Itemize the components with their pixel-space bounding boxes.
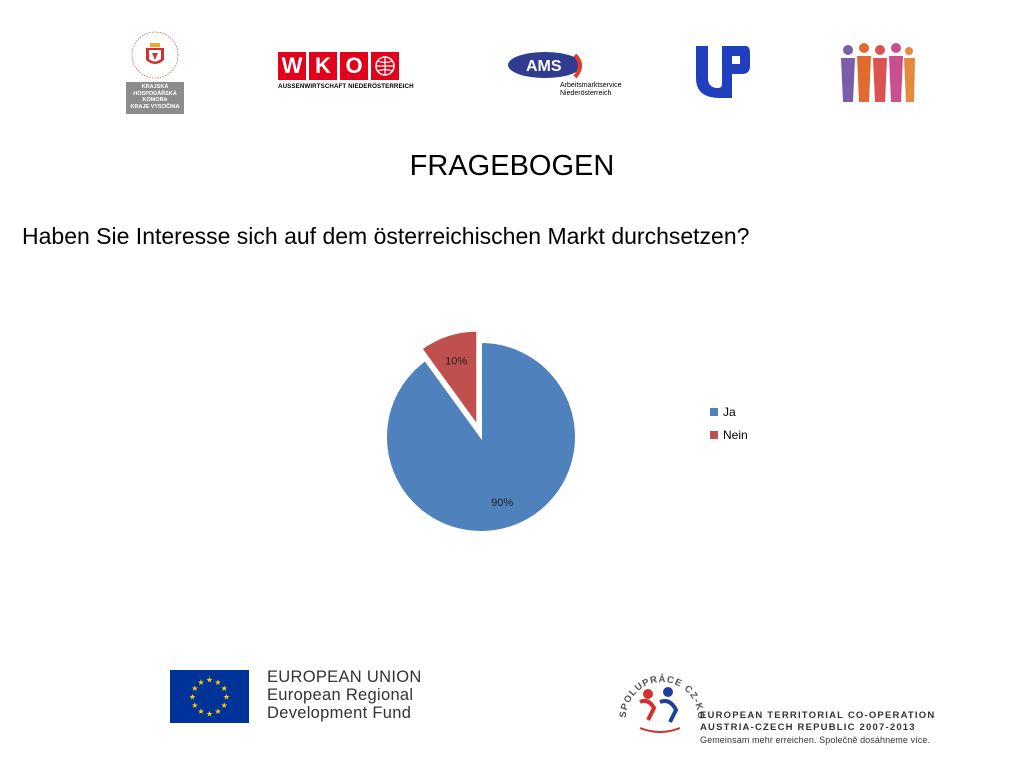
eu-star: ★ (197, 678, 204, 687)
ams-subtitle-line-2: Niederösterreich (560, 90, 612, 97)
eu-line-3: Development Fund (267, 704, 412, 722)
etc-line-2: AUSTRIA-CZECH REPUBLIC 2007-2013 (700, 722, 916, 733)
legend-swatch-nein (710, 430, 718, 439)
etc-programme-text: EUROPEAN TERRITORIAL CO-OPERATION AUSTRI… (700, 710, 935, 746)
page-title: FRAGEBOGEN (409, 150, 615, 182)
etc-line-1: EUROPEAN TERRITORIAL CO-OPERATION (700, 710, 936, 721)
chamber-seal-icon (131, 31, 179, 79)
eu-star: ★ (214, 707, 221, 716)
eu-star: ★ (191, 701, 198, 710)
wko-letter-o: O (340, 52, 368, 80)
chart-legend: Ja Nein (710, 400, 748, 446)
ams-swoosh-icon: AMS (508, 52, 582, 79)
eu-star: ★ (191, 684, 198, 693)
legend-item-nein: Nein (710, 423, 748, 446)
etc-line-3: Gemeinsam mehr erreichen. Společně dosáh… (700, 735, 931, 745)
chamber-line-3: KOMORA (142, 97, 168, 103)
eu-star: ★ (214, 678, 221, 687)
eu-flag: ★ ★ ★ ★ ★ ★ ★ ★ ★ ★ ★ ★ (170, 670, 249, 723)
chamber-line-4: KRAJE VYSOČINA (130, 103, 180, 110)
ams-subtitle-line-1: Arbeitsmarktservice (560, 82, 622, 89)
coop-figures-icon (639, 687, 681, 733)
legend-label-ja: Ja (723, 404, 736, 419)
eu-star: ★ (197, 707, 204, 716)
data-label-nein: 10% (445, 356, 467, 368)
wko-letter-w: W (278, 52, 306, 80)
eu-line-1: EUROPEAN UNION (267, 668, 422, 686)
wko-subtitle: AUSSENWIRTSCHAFT NIEDERÖSTERREICH (278, 83, 414, 90)
people-figures-icon (841, 43, 915, 102)
legend-item-ja: Ja (710, 400, 748, 423)
eu-star: ★ (189, 693, 196, 702)
cooperation-logo: SPOLUPRÁCE CZ-KOOPERATION AT- (612, 658, 706, 733)
svg-text:SPOLUPRÁCE CZ-KOOPERATION AT-: SPOLUPRÁCE CZ-KOOPERATION AT- (612, 658, 706, 720)
eu-star: ★ (206, 710, 213, 719)
globe-icon (371, 52, 399, 80)
data-label-ja: 90% (491, 497, 513, 509)
pie-slice-ja (385, 340, 577, 533)
legend-label-nein: Nein (723, 427, 748, 442)
eu-star: ★ (221, 701, 228, 710)
up-mark-icon (696, 46, 750, 98)
eu-stars-icon: ★★★★★★★★★ ★ ★★ (189, 676, 230, 719)
ams-brand: AMS (526, 58, 562, 75)
chamber-line-1: KRAJSKÁ (141, 84, 169, 90)
people-logo (838, 42, 916, 104)
survey-question: Haben Sie Interesse sich auf dem österre… (22, 223, 750, 249)
krajska-komora-logo: KRAJSKÁ HOSPODÁŘSKÁ KOMORA KRAJE VYSOČIN… (126, 30, 184, 114)
eu-fund-text: EUROPEAN UNION European Regional Develop… (267, 668, 422, 722)
pie-chart: 90% 10% (385, 329, 577, 533)
wko-logo: W K O AUSSENWIRTSCHAFT NIEDERÖSTERREICH (278, 52, 414, 94)
coop-ring-text: SPOLUPRÁCE CZ-KOOPERATION AT- (612, 658, 705, 720)
wko-letter-k: K (309, 52, 337, 80)
eu-star: ★ (206, 676, 213, 685)
pie-slice-nein (420, 329, 479, 429)
ams-subtitle: Arbeitsmarktservice Niederösterreich (560, 82, 621, 98)
chamber-name-box: KRAJSKÁ HOSPODÁŘSKÁ KOMORA KRAJE VYSOČIN… (126, 82, 184, 114)
ams-logo: AMS Arbeitsmarktservice Niederösterreich (505, 45, 625, 103)
chamber-line-2: HOSPODÁŘSKÁ (133, 90, 177, 97)
legend-swatch-ja (710, 407, 718, 416)
up-logo (692, 44, 750, 102)
eu-star: ★ (223, 693, 230, 702)
eu-line-2: European Regional (267, 686, 414, 704)
eu-star: ★ (221, 684, 228, 693)
